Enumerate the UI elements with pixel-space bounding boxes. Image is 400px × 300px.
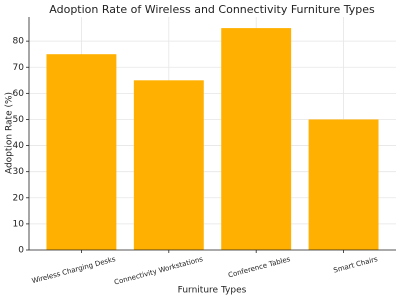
x-tick-label: Conference Tables bbox=[227, 255, 291, 279]
x-tick-label: Wireless Charging Desks bbox=[31, 255, 117, 285]
y-tick-label: 40 bbox=[13, 141, 25, 151]
y-tick-label: 30 bbox=[13, 167, 25, 177]
x-axis-label: Furniture Types bbox=[178, 286, 247, 296]
chart-title: Adoption Rate of Wireless and Connectivi… bbox=[49, 3, 375, 16]
y-tick-label: 20 bbox=[13, 193, 25, 203]
bar bbox=[221, 28, 292, 250]
bar bbox=[308, 119, 379, 250]
y-tick-label: 0 bbox=[18, 246, 24, 256]
x-tick-label: Connectivity Workstations bbox=[113, 255, 204, 287]
x-tick-label: Smart Chairs bbox=[333, 255, 379, 275]
y-tick-label: 80 bbox=[13, 37, 25, 47]
y-tick-label: 50 bbox=[13, 115, 25, 125]
y-axis-label: Adoption Rate (%) bbox=[5, 92, 15, 174]
y-tick-label: 60 bbox=[13, 89, 25, 99]
y-tick-label: 70 bbox=[13, 63, 25, 73]
bar bbox=[133, 80, 204, 250]
y-tick-label: 10 bbox=[13, 219, 25, 229]
bar bbox=[46, 54, 117, 251]
